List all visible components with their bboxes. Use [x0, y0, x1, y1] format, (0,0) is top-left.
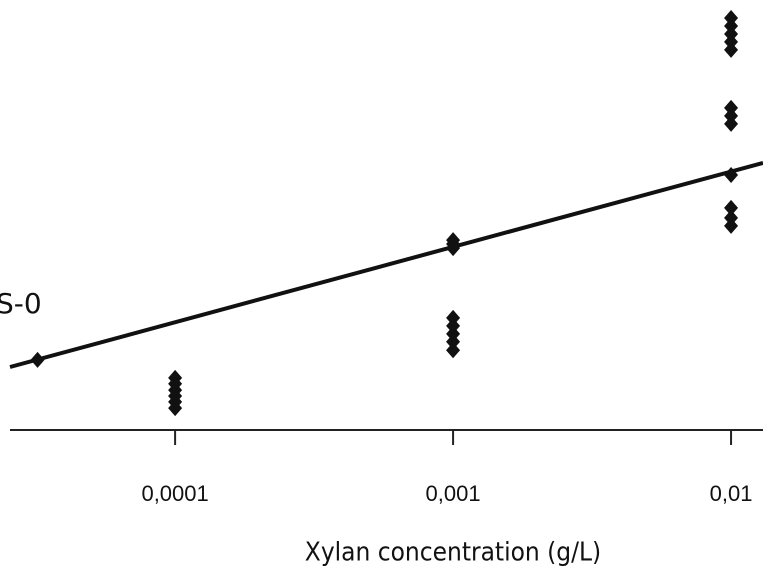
point — [168, 400, 183, 417]
annotation: S-0 — [0, 287, 42, 320]
point — [724, 167, 739, 184]
point — [446, 240, 461, 257]
point — [724, 41, 739, 58]
point — [724, 199, 739, 216]
x-tick-label: 0,0001 — [141, 481, 208, 506]
point — [446, 333, 461, 350]
point — [724, 115, 739, 132]
point — [724, 217, 739, 234]
x-tick-label: 0,001 — [426, 481, 481, 506]
x-axis-title: Xylan concentration (g/L) — [305, 538, 601, 568]
point — [30, 351, 45, 368]
point — [446, 342, 461, 359]
fit-line — [9, 160, 763, 369]
x-tick-label: 0,01 — [710, 481, 753, 506]
